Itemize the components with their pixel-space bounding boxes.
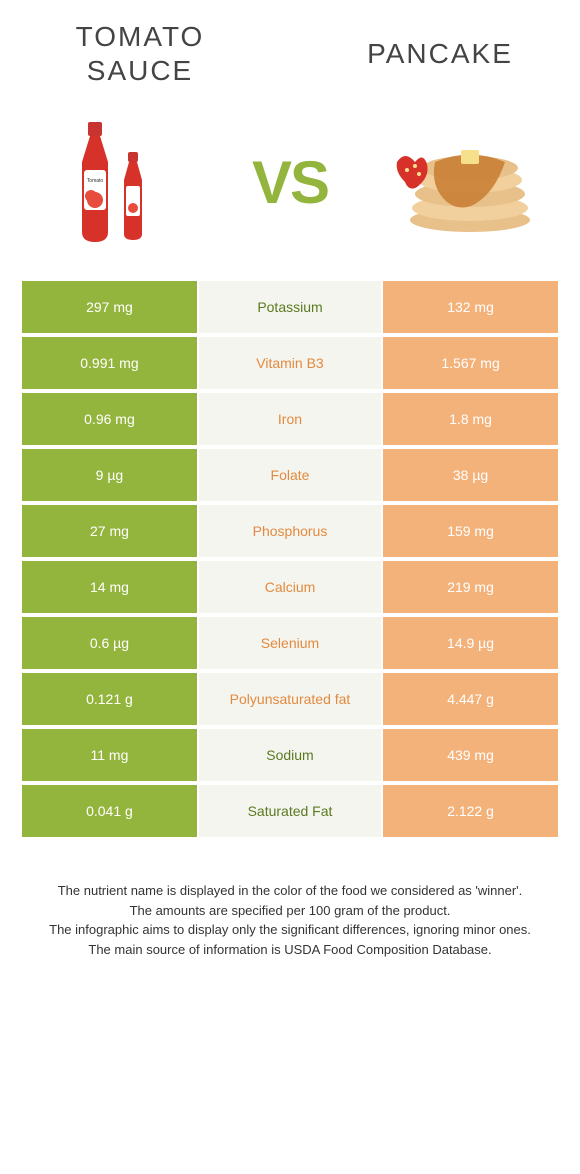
svg-text:Tomato: Tomato [87, 178, 104, 184]
left-value: 11 mg [22, 729, 197, 781]
right-value: 439 mg [383, 729, 558, 781]
left-value: 0.121 g [22, 673, 197, 725]
left-value: 14 mg [22, 561, 197, 613]
right-value: 38 µg [383, 449, 558, 501]
right-value: 159 mg [383, 505, 558, 557]
footer-line: The amounts are specified per 100 gram o… [30, 901, 550, 921]
vs-text: VS [252, 148, 328, 217]
nutrient-name: Calcium [199, 561, 381, 613]
table-row: 0.96 mgIron1.8 mg [22, 393, 558, 445]
right-value: 4.447 g [383, 673, 558, 725]
left-value: 27 mg [22, 505, 197, 557]
nutrient-name: Sodium [199, 729, 381, 781]
pancake-image [370, 107, 550, 257]
left-value: 0.96 mg [22, 393, 197, 445]
table-row: 0.121 gPolyunsaturated fat4.447 g [22, 673, 558, 725]
comparison-table: 297 mgPotassium132 mg0.991 mgVitamin B31… [20, 277, 560, 841]
left-value: 9 µg [22, 449, 197, 501]
nutrient-name: Vitamin B3 [199, 337, 381, 389]
left-value: 0.041 g [22, 785, 197, 837]
tomato-sauce-image: Tomato [30, 107, 210, 257]
table-row: 0.041 gSaturated Fat2.122 g [22, 785, 558, 837]
nutrient-name: Folate [199, 449, 381, 501]
nutrient-name: Selenium [199, 617, 381, 669]
left-value: 297 mg [22, 281, 197, 333]
table-row: 9 µgFolate38 µg [22, 449, 558, 501]
left-value: 0.991 mg [22, 337, 197, 389]
table-row: 0.6 µgSelenium14.9 µg [22, 617, 558, 669]
table-row: 11 mgSodium439 mg [22, 729, 558, 781]
nutrient-name: Iron [199, 393, 381, 445]
right-value: 14.9 µg [383, 617, 558, 669]
footer-notes: The nutrient name is displayed in the co… [0, 841, 580, 979]
nutrient-name: Phosphorus [199, 505, 381, 557]
nutrient-name: Potassium [199, 281, 381, 333]
right-food-title: Pancake [340, 37, 540, 71]
table-row: 14 mgCalcium219 mg [22, 561, 558, 613]
images-row: Tomato VS [0, 97, 580, 277]
nutrient-name: Polyunsaturated fat [199, 673, 381, 725]
header: Tomato sauce Pancake [0, 0, 580, 97]
right-value: 2.122 g [383, 785, 558, 837]
footer-line: The nutrient name is displayed in the co… [30, 881, 550, 901]
right-value: 219 mg [383, 561, 558, 613]
table-row: 27 mgPhosphorus159 mg [22, 505, 558, 557]
table-row: 297 mgPotassium132 mg [22, 281, 558, 333]
table-row: 0.991 mgVitamin B31.567 mg [22, 337, 558, 389]
nutrient-name: Saturated Fat [199, 785, 381, 837]
right-value: 1.567 mg [383, 337, 558, 389]
footer-line: The infographic aims to display only the… [30, 920, 550, 940]
footer-line: The main source of information is USDA F… [30, 940, 550, 960]
right-value: 1.8 mg [383, 393, 558, 445]
left-value: 0.6 µg [22, 617, 197, 669]
left-food-title: Tomato sauce [40, 20, 240, 87]
right-value: 132 mg [383, 281, 558, 333]
